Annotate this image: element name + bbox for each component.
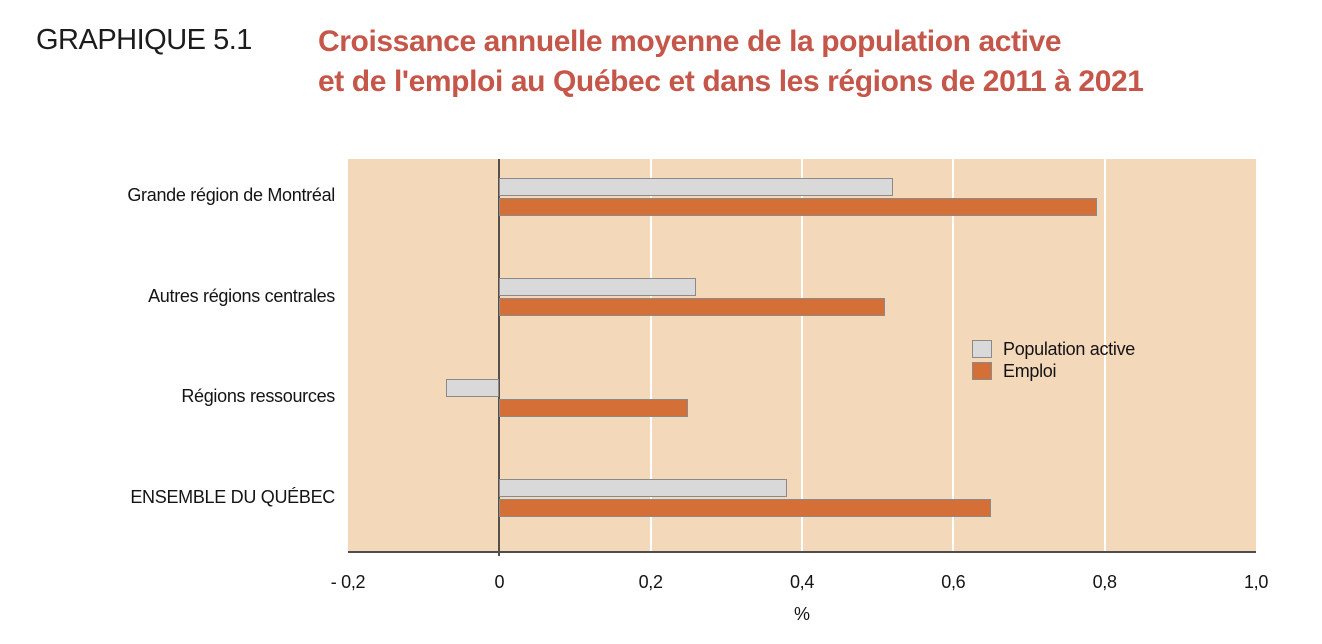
bar-population-active-regions-ressources: [446, 378, 500, 397]
category-label-regions-ressources: Régions ressources: [181, 386, 335, 406]
legend-label-population-active: Population active: [1003, 338, 1135, 359]
category-label-ensemble-du-quebec: ENSEMBLE DU QUÉBEC: [130, 487, 335, 507]
legend-label-emploi: Emploi: [1003, 360, 1057, 381]
bar-population-active-autres-regions-centrales: [499, 278, 697, 296]
legend-item-population-active: Population active: [972, 338, 1135, 360]
gridline-0.4: [801, 159, 803, 551]
gridline-0.6: [952, 159, 955, 551]
x-tick-label-1: 1,0: [1243, 572, 1269, 592]
legend: Population active Emploi: [972, 338, 1135, 382]
figure-title-line2: et de l'emploi au Québec et dans les rég…: [318, 65, 1144, 98]
bar-emploi-autres-regions-centrales: [499, 298, 886, 316]
x-tick-label--0.2: - 0,2: [330, 572, 366, 592]
bar-population-active-ensemble-du-quebec: [499, 479, 787, 497]
legend-swatch-emploi: [972, 362, 992, 380]
bar-emploi-grande-region-de-montreal: [499, 197, 1098, 216]
figure-number-label: GRAPHIQUE 5.1: [36, 24, 252, 56]
plot-area: [348, 159, 1256, 556]
x-tick-label-0: 0: [494, 572, 505, 592]
category-label-grande-region-de-montreal: Grande région de Montréal: [127, 185, 335, 205]
x-tick-label-0.8: 0,8: [1092, 572, 1117, 592]
bar-emploi-ensemble-du-quebec: [499, 499, 992, 517]
bar-emploi-regions-ressources: [499, 398, 689, 417]
legend-swatch-population-active: [972, 340, 992, 358]
gridline-0.2: [649, 159, 652, 551]
x-tick-label-0.2: 0,2: [638, 572, 663, 592]
figure-title-line1: Croissance annuelle moyenne de la popula…: [318, 25, 1062, 58]
x-tick-label-0.4: 0,4: [789, 572, 815, 592]
zero-axis-line: [498, 159, 501, 556]
gridline-0.8: [1103, 159, 1106, 551]
category-label-autres-regions-centrales: Autres régions centrales: [148, 286, 335, 306]
figure-title: Croissance annuelle moyenne de la popula…: [318, 22, 1278, 102]
x-axis: - 0,2 0 0,2 0,4 0,6 0,8 1,0: [331, 572, 1269, 596]
bar-population-active-grande-region-de-montreal: [499, 177, 893, 196]
x-axis-unit-label: %: [793, 604, 810, 624]
legend-item-emploi: Emploi: [972, 360, 1135, 382]
x-tick-label-0.6: 0,6: [941, 572, 966, 592]
